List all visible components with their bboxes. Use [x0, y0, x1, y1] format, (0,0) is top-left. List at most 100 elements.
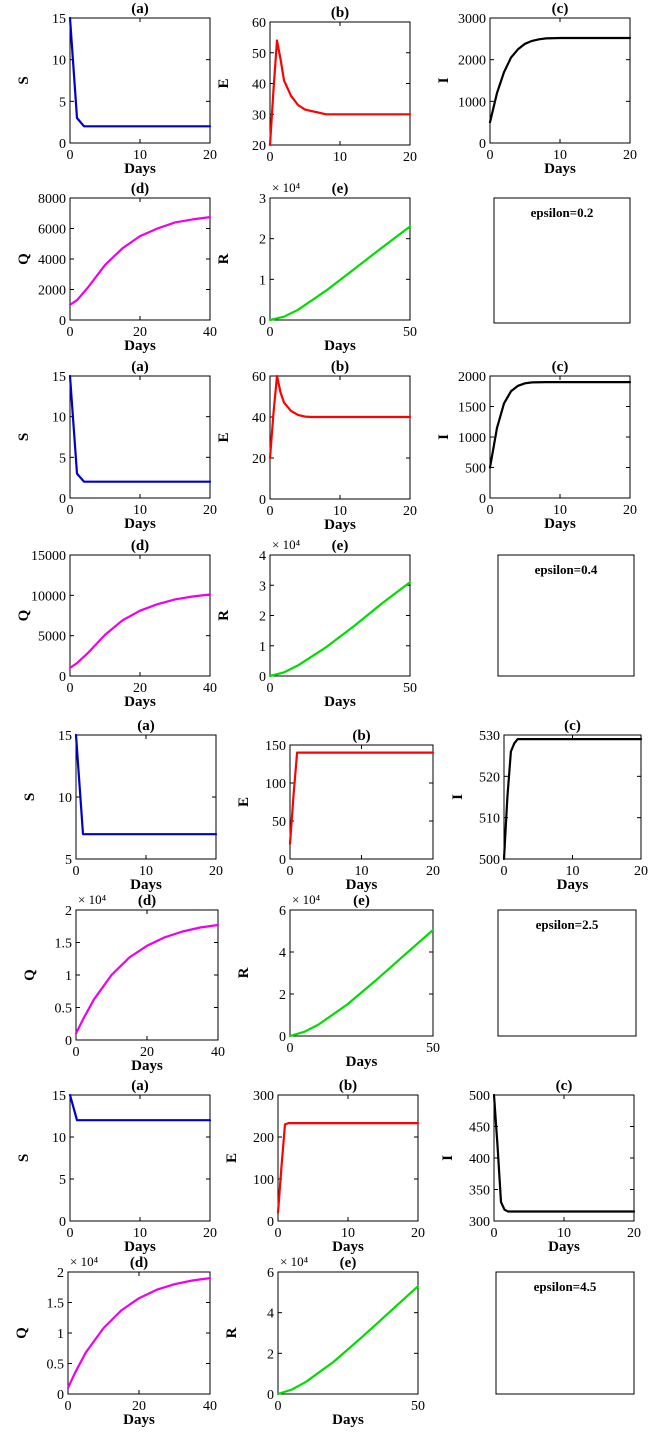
x-tick-label: 10 — [557, 1226, 571, 1241]
x-tick-label: 40 — [211, 1045, 225, 1060]
axis-exponent: × 10⁴ — [70, 1254, 99, 1269]
y-tick-label: 2000 — [458, 370, 486, 385]
plot-frame — [69, 554, 211, 677]
panel-title: (c) — [556, 1078, 573, 1094]
y-tick-label: 530 — [479, 729, 500, 744]
plot-frame — [269, 21, 411, 146]
series-line — [68, 16, 212, 128]
series-line — [268, 374, 412, 460]
y-tick-label: 0 — [59, 314, 66, 329]
y-tick-label: 520 — [479, 770, 500, 785]
plot-frame — [269, 197, 411, 321]
series-line — [268, 225, 412, 322]
x-tick-label: 0 — [275, 1399, 282, 1414]
y-tick-label: 100 — [265, 777, 286, 792]
panel-title: (e) — [332, 181, 349, 197]
x-tick-label: 40 — [203, 681, 217, 696]
y-axis-label: E — [224, 1153, 240, 1163]
epsilon-label: epsilon=0.4 — [535, 562, 598, 577]
x-tick-label: 0 — [267, 681, 274, 696]
plot-frame — [489, 375, 631, 499]
x-tick-label: 40 — [203, 1399, 217, 1414]
series-line — [68, 593, 212, 670]
y-tick-label: 10 — [52, 411, 66, 426]
y-tick-label: 500 — [479, 853, 500, 868]
x-tick-label: 0 — [67, 325, 74, 340]
y-tick-label: 0 — [57, 1388, 64, 1403]
x-tick-label: 10 — [553, 503, 567, 518]
epsilon-box-frame — [493, 197, 631, 324]
y-axis-label: Q — [16, 609, 32, 621]
subplot: 0 5 10 15 0 10 20 (a) Days S — [16, 359, 217, 532]
plot-frame — [277, 1271, 419, 1395]
y-tick-label: 10 — [58, 791, 72, 806]
x-tick-label: 0 — [67, 148, 74, 163]
x-axis-label: Days — [124, 161, 156, 177]
y-tick-label: 0 — [59, 670, 66, 685]
x-tick-label: 10 — [566, 864, 580, 879]
x-tick-label: 20 — [133, 325, 147, 340]
y-tick-label: 500 — [465, 462, 486, 477]
plot-frame — [277, 1094, 419, 1222]
x-tick-label: 0 — [267, 325, 274, 340]
subplot: 0 2000 4000 6000 8000 0 20 40 (d) Days Q — [16, 181, 217, 354]
y-tick-label: 2 — [259, 233, 266, 248]
axis-exponent: × 10⁴ — [272, 537, 301, 552]
y-tick-label: 4 — [267, 1307, 274, 1322]
subplot: 0 5 10 15 0 10 20 (a) Days S — [16, 1078, 217, 1255]
subplot: 0 2 4 6 0 50 (e) × 10⁴ Days R — [236, 892, 440, 1070]
plot-frame — [75, 734, 217, 860]
x-tick-label: 10 — [341, 1226, 355, 1241]
y-tick-label: 0 — [59, 1215, 66, 1230]
y-tick-label: 510 — [479, 812, 500, 827]
y-tick-label: 10000 — [31, 589, 66, 604]
y-tick-label: 15000 — [31, 549, 66, 564]
x-tick-label: 20 — [203, 148, 217, 163]
x-tick-label: 40 — [203, 325, 217, 340]
y-tick-label: 60 — [252, 16, 266, 31]
x-tick-label: 20 — [634, 864, 648, 879]
x-tick-label: 20 — [623, 148, 637, 163]
panel-title: (d) — [130, 1255, 148, 1271]
x-axis-label: Days — [324, 517, 356, 533]
panel-title: (c) — [564, 718, 581, 734]
series-line — [276, 1285, 420, 1396]
series-line — [74, 733, 218, 836]
x-tick-label: 0 — [67, 1226, 74, 1241]
x-tick-label: 0 — [67, 503, 74, 518]
y-axis-label: Q — [16, 253, 32, 265]
panel-title: (a) — [131, 1, 149, 17]
y-tick-label: 3 — [259, 192, 266, 207]
x-tick-label: 10 — [355, 864, 369, 879]
subplot: 0 5000 10000 15000 0 20 40 (d) Days Q — [16, 538, 217, 710]
series-line — [66, 1276, 212, 1390]
panel-title: (d) — [138, 893, 156, 909]
y-axis-label: S — [16, 433, 32, 441]
subplot: 0 2 4 6 0 50 (e) × 10⁴ Days R — [224, 1254, 425, 1428]
x-tick-label: 20 — [411, 1226, 425, 1241]
y-tick-label: 150 — [265, 739, 286, 754]
epsilon-box-frame — [495, 1271, 635, 1395]
x-axis-label: Days — [346, 877, 378, 893]
y-axis-label: S — [16, 76, 32, 84]
x-tick-label: 20 — [140, 1045, 154, 1060]
subplot: 0 50 100 150 0 10 20 (b) Days E — [236, 728, 440, 893]
y-tick-label: 40 — [252, 411, 266, 426]
x-tick-label: 0 — [267, 504, 274, 519]
y-tick-label: 0.5 — [55, 1002, 73, 1017]
x-tick-label: 0 — [501, 864, 508, 879]
series-line — [74, 923, 220, 1035]
panel-title: (d) — [131, 181, 149, 197]
y-axis-label: Q — [14, 1327, 30, 1339]
y-tick-label: 0 — [59, 137, 66, 152]
y-tick-label: 0 — [267, 1215, 274, 1230]
subplot: 0 1 2 3 4 0 50 (e) × 10⁴ Days R — [216, 537, 417, 710]
y-axis-label: E — [216, 432, 232, 442]
x-axis-label: Days — [123, 1412, 155, 1428]
plot-frame — [289, 744, 434, 860]
subplot: 0 1 2 3 0 50 (e) × 10⁴ Days R — [216, 180, 417, 354]
axis-exponent: × 10⁴ — [280, 1254, 309, 1269]
x-axis-label: Days — [557, 877, 589, 893]
